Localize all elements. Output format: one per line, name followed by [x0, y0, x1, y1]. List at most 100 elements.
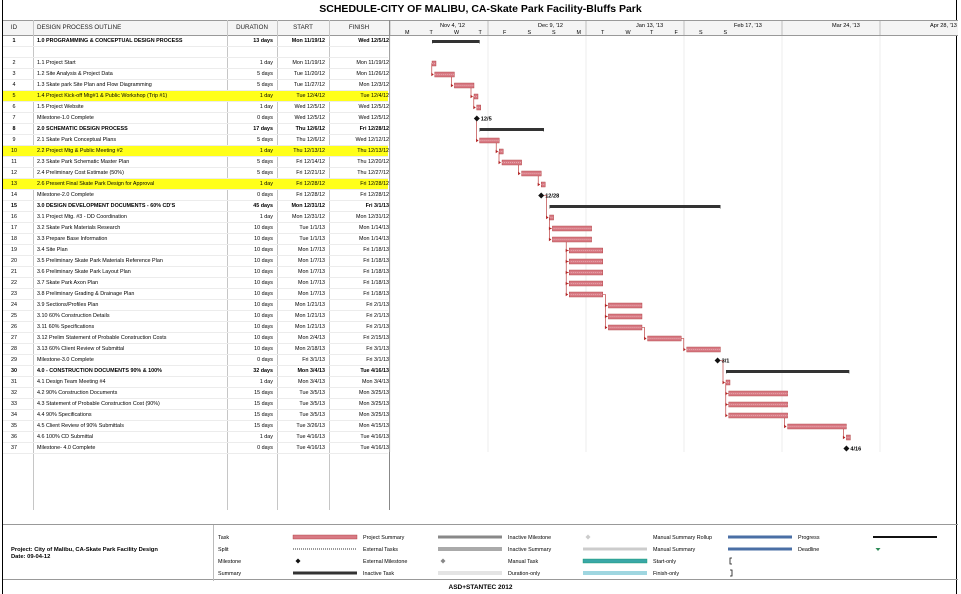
task-start: Mon 1/7/13 [298, 258, 325, 264]
task-id: 18 [11, 236, 17, 242]
task-finish: Fri 2/1/13 [366, 302, 389, 308]
progress-line [873, 536, 937, 538]
task-row[interactable]: 34 4.4 90% Specifications 15 days Tue 3/5/1… [3, 410, 389, 421]
task-bar [552, 236, 592, 243]
milestone-diamond [538, 192, 545, 199]
task-duration: 5 days [257, 159, 273, 165]
task-finish: Fri 3/1/13 [365, 203, 389, 209]
task-name: 1.3 Skate park Site Plan and Flow Diagra… [37, 82, 152, 88]
task-row[interactable]: 15 3.0 DESIGN DEVELOPMENT DOCUMENTS - 60%… [3, 201, 389, 212]
task-row[interactable]: 22 3.7 Skate Park Axon Plan 10 days Mon 1/7… [3, 278, 389, 289]
dependency-arrowhead [498, 160, 501, 165]
timescale-day-label: F [675, 30, 679, 36]
dependency-arrowhead [470, 94, 473, 99]
task-row[interactable]: 21 3.6 Preliminary Skate Park Layout Plan… [3, 267, 389, 278]
task-name: 2.1 Skate Park Conceptual Plans [37, 137, 117, 143]
task-row[interactable]: 11 2.3 Skate Park Schematic Master Plan 5 … [3, 157, 389, 168]
task-row[interactable]: 2 1.1 Project Start 1 day Mon 11/19/12 Mon 1… [3, 58, 389, 69]
task-row[interactable]: 24 3.9 Sections/Profiles Plan 10 days Mon 1… [3, 300, 389, 311]
task-row[interactable]: 30 4.0 - CONSTRUCTION DOCUMENTS 90% & 100… [3, 366, 389, 377]
task-row[interactable]: 6 1.5 Project Website 1 day Wed 12/5/12 Wed … [3, 102, 389, 113]
legend-label: External Milestone [363, 559, 407, 565]
task-finish: Fri 12/28/12 [359, 126, 389, 132]
task-name: 3.6 Preliminary Skate Park Layout Plan [37, 269, 131, 275]
task-finish: Fri 3/1/13 [366, 346, 389, 352]
timescale-day-label: T [430, 30, 434, 36]
task-start: Mon 11/19/12 [292, 60, 325, 66]
task-row[interactable]: 12 2.4 Preliminary Cost Estimate (50%) 5 d… [3, 168, 389, 179]
task-duration: 1 day [259, 104, 273, 110]
task-row[interactable]: 9 2.1 Skate Park Conceptual Plans 5 days Th… [3, 135, 389, 146]
task-row[interactable]: 25 3.10 60% Construction Details 10 days Mo… [3, 311, 389, 322]
task-row[interactable]: 23 3.8 Preliminary Grading & Drainage Pla… [3, 289, 389, 300]
task-row[interactable]: 5 1.4 Project Kick-off Mtg#1 & Public Wor… [3, 91, 389, 102]
task-row[interactable]: 27 3.12 Prelim Statement of Probable Cons… [3, 333, 389, 344]
id-column-header[interactable]: ID [10, 24, 18, 31]
task-row[interactable]: 28 3.13 60% Client Review of Submittal 10 … [3, 344, 389, 355]
task-start: Thu 12/13/12 [293, 148, 325, 154]
milestone-date-label: 12/28 [545, 194, 559, 200]
task-finish: Fri 2/1/13 [366, 324, 389, 330]
dependency-arrowhead [431, 72, 434, 77]
task-row[interactable]: 3 1.2 Site Analysis & Project Data 5 days T… [3, 69, 389, 80]
task-duration: 10 days [254, 324, 273, 330]
summary-bar [726, 370, 850, 373]
task-row[interactable]: 16 3.1 Project Mtg. #3 - DD Coordination 1… [3, 212, 389, 223]
external-milestone-diamond [440, 558, 446, 564]
task-row[interactable]: 19 3.4 Site Plan 10 days Mon 1/7/13 Fri 1/18… [3, 245, 389, 256]
task-start: Fri 12/28/12 [296, 181, 325, 187]
task-row[interactable]: 31 4.1 Design Team Meeting #4 1 day Mon 3/4… [3, 377, 389, 388]
task-finish: Mon 12/3/12 [359, 82, 389, 88]
task-row[interactable]: 17 3.2 Skate Park Materials Research 10 da… [3, 223, 389, 234]
task-row[interactable]: 8 2.0 SCHEMATIC DESIGN PROCESS 17 days Thu … [3, 124, 389, 135]
task-finish: Fri 1/18/13 [363, 247, 389, 253]
task-id: 35 [11, 423, 17, 429]
task-row[interactable]: 35 4.5 Client Review of 90% Submittals 15 … [3, 421, 389, 432]
gantt-bars: 12/5 12/28 3/1 4/16 [431, 40, 861, 453]
name-column-header[interactable]: DESIGN PROCESS OUTLINE [37, 24, 122, 31]
task-start: Mon 2/4/13 [298, 335, 325, 341]
task-row[interactable]: 14 Milestone-2.0 Complete 0 days Fri 12/28/… [3, 190, 389, 201]
task-finish: Mon 1/14/13 [359, 236, 389, 242]
task-id: 16 [11, 214, 17, 220]
start-column-header[interactable]: START [293, 24, 313, 31]
task-finish: Fri 12/28/12 [360, 181, 389, 187]
start-only-bracket [729, 557, 732, 565]
task-name: 3.7 Skate Park Axon Plan [37, 280, 99, 286]
task-name: 2.6 Present Final Skate Park Design for … [37, 181, 155, 187]
summary-bracket [293, 571, 357, 575]
legend-label: Duration-only [508, 571, 540, 577]
task-row[interactable]: 26 3.11 60% Specifications 10 days Mon 1/21… [3, 322, 389, 333]
dependency-link [642, 327, 645, 339]
task-start: Tue 1/1/13 [299, 236, 325, 242]
task-row[interactable]: 20 3.5 Preliminary Skate Park Materials R… [3, 256, 389, 267]
milestone-diamond [843, 445, 850, 452]
task-finish: Fri 2/1/13 [366, 313, 389, 319]
task-row[interactable]: 37 Milestone- 4.0 Complete 0 days Tue 4/16/… [3, 443, 389, 454]
task-row[interactable]: 7 Milestone-1.0 Complete 0 days Wed 12/5/12… [3, 113, 389, 124]
task-id: 36 [11, 434, 17, 440]
duration-column-header[interactable]: DURATION [236, 24, 268, 31]
task-row[interactable]: 4 1.3 Skate park Site Plan and Flow Diagr… [3, 80, 389, 91]
task-row[interactable]: 13 2.6 Present Final Skate Park Design fo… [3, 179, 389, 190]
task-finish: Tue 4/16/13 [360, 434, 389, 440]
task-row[interactable]: 10 2.2 Project Mtg & Public Meeting #2 1 d… [3, 146, 389, 157]
task-name: 1.1 Project Start [37, 60, 76, 66]
task-row[interactable] [3, 47, 388, 58]
task-row[interactable]: 33 4.3 Statement of Probable Construction… [3, 399, 389, 410]
table-header: ID DESIGN PROCESS OUTLINE DURATION START… [3, 20, 958, 36]
task-duration: 10 days [254, 269, 273, 275]
task-row[interactable]: 36 4.6 100% CD Submittal 1 day Tue 4/16/13 T… [3, 432, 389, 443]
task-finish: Mon 1/14/13 [359, 225, 389, 231]
dependency-arrowhead [644, 336, 647, 341]
task-row[interactable]: 32 4.2 90% Construction Documents 15 days T… [3, 388, 389, 399]
deadline-arrow [875, 548, 881, 551]
task-row[interactable]: 18 3.3 Prepare Base Information 10 days Tue… [3, 234, 389, 245]
finish-column-header[interactable]: FINISH [348, 24, 370, 31]
task-start: Thu 12/6/12 [295, 126, 325, 132]
task-row[interactable]: 29 Milestone-3.0 Complete 0 days Fri 3/1/13… [3, 355, 389, 366]
task-row[interactable]: 1 1.0 PROGRAMMING & CONCEPTUAL DESIGN PRO… [3, 36, 389, 47]
task-start: Mon 3/4/13 [298, 379, 325, 385]
task-start: Mon 1/7/13 [298, 291, 325, 297]
dependency-link [544, 195, 547, 218]
